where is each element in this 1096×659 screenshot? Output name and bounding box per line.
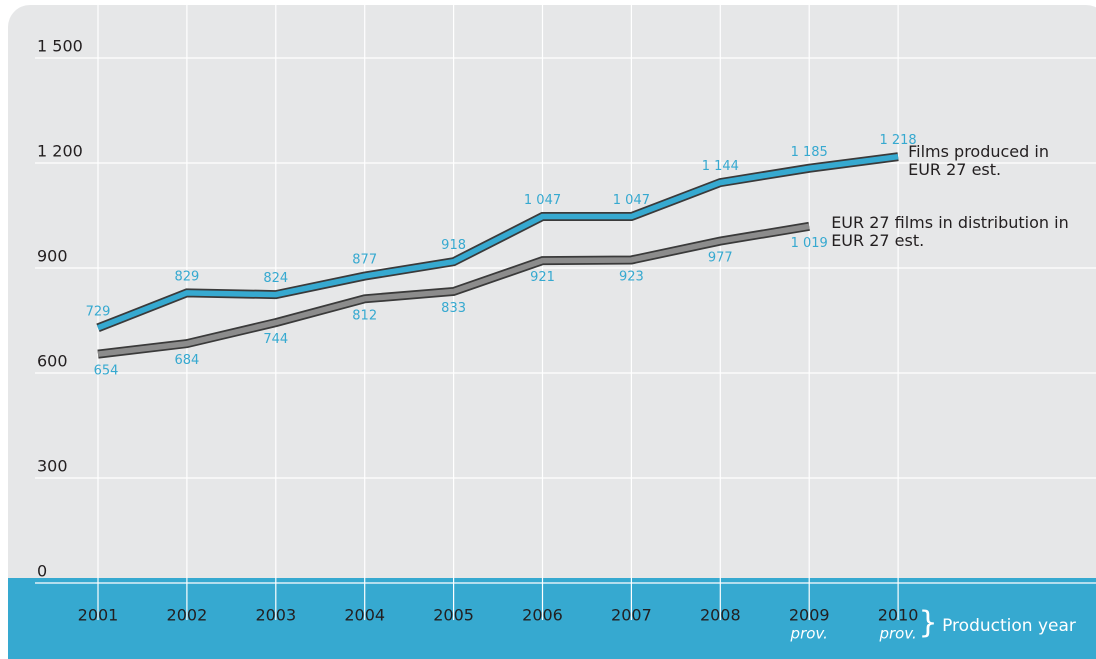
value-label: 812 <box>352 308 377 323</box>
y-tick-label: 1 500 <box>37 37 83 56</box>
axis-band-bottom <box>8 640 1096 659</box>
y-tick-label: 900 <box>37 247 68 266</box>
x-tick-label: 2009 <box>789 606 830 625</box>
x-tick-label: 2005 <box>433 606 474 625</box>
x-tick-label: 2006 <box>522 606 563 625</box>
y-tick-label: 300 <box>37 457 68 476</box>
value-label: 744 <box>263 332 288 347</box>
legend-label: Films produced in EUR 27 est. <box>908 141 1049 179</box>
value-label: 729 <box>86 304 111 319</box>
brace: } <box>919 606 938 641</box>
value-label: 1 047 <box>613 193 650 208</box>
y-tick-label: 600 <box>37 352 68 371</box>
x-tick-note: prov. <box>790 625 828 643</box>
value-label: 829 <box>174 269 199 284</box>
x-tick-label: 2004 <box>344 606 385 625</box>
value-label: 1 185 <box>791 145 828 160</box>
value-label: 921 <box>530 270 555 285</box>
value-label: 1 019 <box>791 236 828 251</box>
value-label: 1 047 <box>524 193 561 208</box>
panel <box>8 5 1096 659</box>
y-tick-label: 1 200 <box>37 142 83 161</box>
x-tick-label: 2008 <box>700 606 741 625</box>
value-label: 824 <box>263 271 288 286</box>
line <box>96 153 899 331</box>
value-label: 1 218 <box>879 133 916 148</box>
x-axis-label: Production year <box>942 616 1076 636</box>
value-label: 923 <box>619 269 644 284</box>
x-tick-label: 2002 <box>167 606 208 625</box>
x-tick-label: 2007 <box>611 606 652 625</box>
value-label: 918 <box>441 238 466 253</box>
legend-label: EUR 27 films in distribution in EUR 27 e… <box>831 213 1069 251</box>
value-label: 1 144 <box>702 159 739 174</box>
y-tick-label: 0 <box>37 562 47 581</box>
value-label: 877 <box>352 253 377 268</box>
x-tick-label: 2010 <box>878 606 919 625</box>
value-label: 684 <box>174 353 199 368</box>
value-label: 977 <box>708 251 733 266</box>
line <box>97 223 810 357</box>
value-label: 833 <box>441 301 466 316</box>
x-tick-note: prov. <box>878 625 916 643</box>
value-label: 654 <box>94 364 119 379</box>
x-tick-label: 2003 <box>255 606 296 625</box>
x-tick-label: 2001 <box>78 606 119 625</box>
